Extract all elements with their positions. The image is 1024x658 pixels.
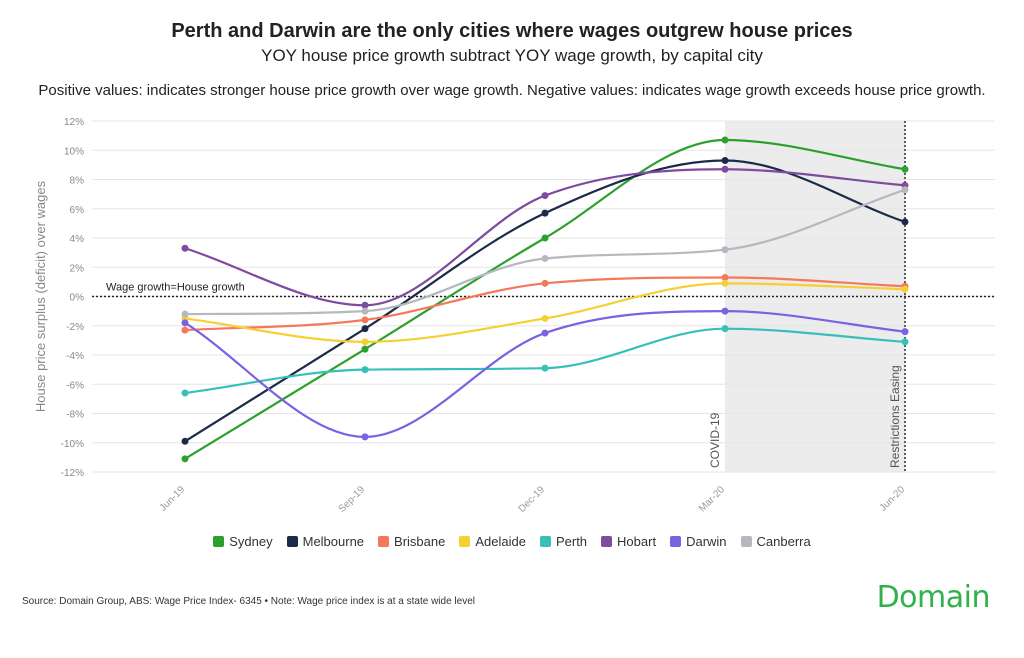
y-tick-label: 0% [70,293,85,304]
data-point-melbourne [181,437,189,445]
legend-swatch [740,536,752,547]
data-point-canberra [901,186,909,194]
data-point-hobart [541,192,549,200]
domain-logo: Domain [876,580,991,615]
data-point-canberra [181,310,189,318]
legend-label: Sydney [229,534,273,549]
data-point-sydney [541,234,549,242]
data-point-brisbane [721,273,729,281]
legend-item-hobart[interactable]: Hobart [601,534,656,549]
data-point-perth [721,325,729,333]
legend-swatch [286,536,298,547]
legend-label: Melbourne [302,534,365,549]
y-tick-label: -8% [66,410,84,421]
data-point-hobart [181,244,189,252]
data-point-perth [361,366,369,374]
y-axis-label: House price surplus (deficit) over wages [33,180,48,412]
source-note: Source: Domain Group, ABS: Wage Price In… [22,596,475,607]
chart-note: Positive values: indicates stronger hous… [38,82,986,99]
chart-title: Perth and Darwin are the only cities whe… [171,20,853,42]
y-tick-label: 8% [70,176,85,187]
data-point-darwin [181,319,189,327]
legend-item-melbourne[interactable]: Melbourne [286,534,365,549]
y-tick-label: -4% [66,351,84,362]
legend-label: Canberra [756,534,811,549]
y-tick-label: -2% [66,322,84,333]
legend-label: Adelaide [475,534,526,549]
data-point-canberra [361,307,369,315]
x-tick-label: Mar-20 [697,484,727,514]
data-point-sydney [901,165,909,173]
y-tick-label: -10% [61,439,84,450]
x-tick-label: Dec-19 [517,484,548,515]
legend-swatch [601,536,613,547]
data-point-melbourne [541,209,549,217]
legend-label: Perth [555,534,588,549]
data-point-melbourne [361,325,369,333]
data-point-darwin [721,307,729,315]
data-point-sydney [361,345,369,353]
legend-item-darwin[interactable]: Darwin [670,534,727,549]
annotation-label: Restrictions Easing [888,365,902,468]
annotation-label: COVID-19 [708,412,722,468]
y-tick-label: 2% [70,263,85,274]
y-tick-label: 12% [64,117,84,128]
data-point-darwin [541,329,549,337]
x-tick-label: Sep-19 [337,484,368,515]
data-point-hobart [361,301,369,309]
data-point-brisbane [181,326,189,334]
y-tick-label: 10% [64,146,84,157]
data-point-adelaide [901,285,909,293]
legend-label: Darwin [686,534,727,549]
legend-swatch [670,536,682,547]
y-tick-label: 6% [70,205,85,216]
data-point-sydney [181,455,189,463]
legend-item-brisbane[interactable]: Brisbane [378,534,445,549]
legend-swatch [459,536,471,547]
data-point-perth [901,338,909,346]
legend-swatch [539,536,551,547]
legend-item-sydney[interactable]: Sydney [213,534,273,549]
data-point-adelaide [541,314,549,322]
chart-subtitle: YOY house price growth subtract YOY wage… [261,46,763,65]
legend-label: Hobart [617,534,657,549]
data-point-melbourne [901,218,909,226]
data-point-canberra [721,246,729,254]
data-point-darwin [901,328,909,336]
data-point-sydney [721,136,729,144]
legend-label: Brisbane [394,534,446,549]
data-point-darwin [361,433,369,441]
y-tick-label: 4% [70,234,85,245]
data-point-hobart [721,165,729,173]
y-tick-label: -6% [66,380,84,391]
legend-swatch [213,536,225,547]
data-point-brisbane [541,279,549,287]
legend-item-adelaide[interactable]: Adelaide [459,534,526,549]
legend: Sydney Melbourne Brisbane Adelaide Perth Hoba… [0,534,1024,549]
data-point-perth [541,364,549,372]
data-point-melbourne [721,156,729,164]
data-point-canberra [541,254,549,262]
x-tick-label: Jun-20 [878,484,908,514]
data-point-brisbane [361,316,369,324]
legend-item-canberra[interactable]: Canberra [740,534,811,549]
x-tick-label: Jun-19 [158,484,188,514]
legend-swatch [378,536,390,547]
data-point-perth [181,389,189,397]
y-tick-label: -12% [61,468,84,479]
series-line-darwin [184,310,906,439]
data-point-adelaide [361,338,369,346]
data-point-adelaide [721,279,729,287]
reference-line-label: Wage growth=House growth [106,282,245,294]
legend-item-perth[interactable]: Perth [539,534,588,549]
